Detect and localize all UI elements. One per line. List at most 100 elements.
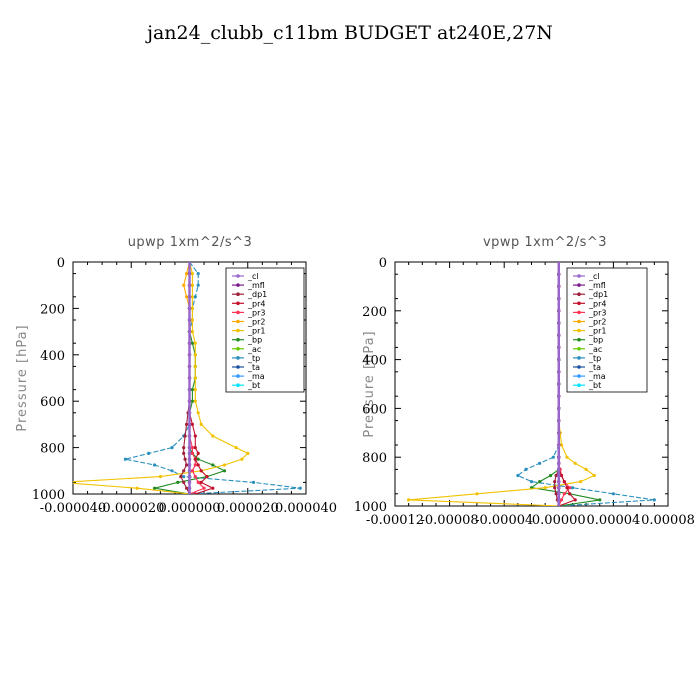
series-point-pr4 — [568, 492, 572, 496]
series-point-cl — [557, 406, 561, 410]
series-point-cl — [187, 469, 192, 473]
series-point-pr2 — [182, 283, 186, 287]
series-point-pr1 — [407, 498, 411, 502]
series-point-pr3 — [559, 498, 564, 502]
series-point-cl — [187, 399, 192, 403]
series-point-pr4 — [196, 463, 200, 467]
series-point-cl — [557, 498, 561, 502]
legend-label: _mfl — [247, 281, 265, 290]
y-tick-label: 800 — [40, 442, 65, 457]
legend-marker — [577, 347, 581, 351]
legend-marker — [236, 328, 240, 333]
series-point-cl — [187, 446, 192, 450]
series-point-tp — [538, 461, 542, 465]
series-point-pr1 — [158, 475, 162, 479]
series-point-tp — [524, 467, 528, 471]
legend-marker — [236, 365, 240, 369]
legend-marker — [236, 347, 240, 351]
x-tick-label: 0.000000 — [158, 501, 220, 516]
series-point-pr1 — [475, 492, 479, 496]
series-point-tp — [516, 473, 520, 478]
series-point-pr4 — [211, 486, 215, 490]
series-point-cl — [557, 461, 561, 465]
series-point-cl — [187, 486, 192, 490]
series-point-pr1 — [543, 486, 547, 490]
series-point-pr4 — [199, 469, 203, 473]
y-tick-label: 0 — [379, 256, 387, 271]
series-point-bp — [190, 388, 194, 392]
series-point-pr1 — [592, 473, 596, 478]
legend-marker — [236, 337, 240, 342]
x-tick-label: -0.000040 — [40, 501, 106, 516]
series-point-dp1 — [185, 463, 189, 467]
legend-marker — [577, 374, 581, 378]
series-point-pr3 — [190, 446, 194, 450]
series-point-pr1 — [190, 330, 194, 334]
y-tick-label: 1000 — [32, 488, 65, 503]
series-point-pr3 — [196, 480, 200, 484]
y-tick-label: 0 — [57, 256, 65, 271]
legend-marker — [577, 274, 581, 278]
series-point-cl — [557, 370, 561, 374]
series-point-cl — [187, 353, 192, 357]
series-point-pr1 — [565, 455, 569, 459]
series-point-pr1 — [135, 486, 139, 490]
series-point-cl — [557, 431, 561, 435]
series-point-bp — [222, 469, 227, 473]
series-point-tp — [147, 451, 151, 455]
legend-marker — [236, 356, 240, 360]
series-point-cl — [557, 394, 561, 398]
legend-label: _dp1 — [588, 290, 608, 299]
x-tick-label: 0.000040 — [275, 501, 337, 516]
series-point-cl — [557, 382, 561, 386]
series-point-pr3 — [568, 486, 572, 490]
series-point-cl — [187, 283, 192, 287]
legend-marker — [577, 337, 581, 342]
series-point-tp — [123, 457, 127, 461]
x-tick-label: -0.00004 — [475, 513, 533, 528]
series-point-pr4 — [573, 498, 577, 502]
series-point-pr4 — [196, 451, 200, 455]
y-tick-label: 200 — [40, 302, 65, 317]
y-tick-label: 400 — [40, 349, 65, 364]
legend-marker — [577, 301, 581, 306]
legend-label: _ma — [247, 372, 265, 381]
series-point-pr1 — [193, 364, 197, 368]
series-point-cl — [187, 463, 192, 467]
series-point-bp — [153, 486, 157, 490]
series-point-pr4 — [559, 473, 564, 478]
series-point-pr1 — [190, 295, 194, 299]
series-point-cl — [187, 411, 192, 415]
series-point-cl — [557, 309, 561, 313]
series-point-cl — [557, 504, 561, 506]
x-tick-label: -0.00008 — [421, 513, 479, 528]
series-point-pr4 — [193, 434, 197, 438]
series-point-cl — [187, 272, 192, 276]
series-point-cl — [557, 492, 561, 496]
x-tick-label: 0.00008 — [641, 513, 695, 528]
legend-label: _ta — [247, 363, 260, 372]
page-title: jan24_clubb_c11bm BUDGET at240E,27N — [147, 22, 553, 44]
series-point-bp — [211, 463, 215, 467]
series-point-pr4 — [193, 446, 197, 450]
series-point-pr1 — [193, 376, 197, 380]
legend-label: _pr2 — [247, 318, 265, 327]
legend-label: _bp — [588, 336, 603, 345]
series-point-pr3 — [202, 486, 206, 490]
series-point-cl — [187, 295, 192, 299]
legend-marker — [236, 319, 240, 324]
series-point-pr1 — [579, 480, 583, 484]
y-tick-label: 1000 — [354, 500, 387, 515]
series-point-cl — [187, 364, 192, 368]
series-point-cl — [187, 422, 192, 426]
legend-label: _pr3 — [588, 308, 606, 317]
chart-panel-1: upwp 1xm^2/s^3 Pressure [hPa] 0 200 400 600 80… — [15, 235, 337, 516]
legend-marker — [236, 301, 240, 306]
series-point-pr3 — [193, 463, 197, 467]
series-point-pr1 — [246, 451, 250, 455]
legend-label: _bt — [588, 381, 601, 390]
legend-label: _pr2 — [588, 318, 606, 327]
series-point-cl — [187, 480, 192, 484]
legend-marker — [577, 310, 581, 315]
